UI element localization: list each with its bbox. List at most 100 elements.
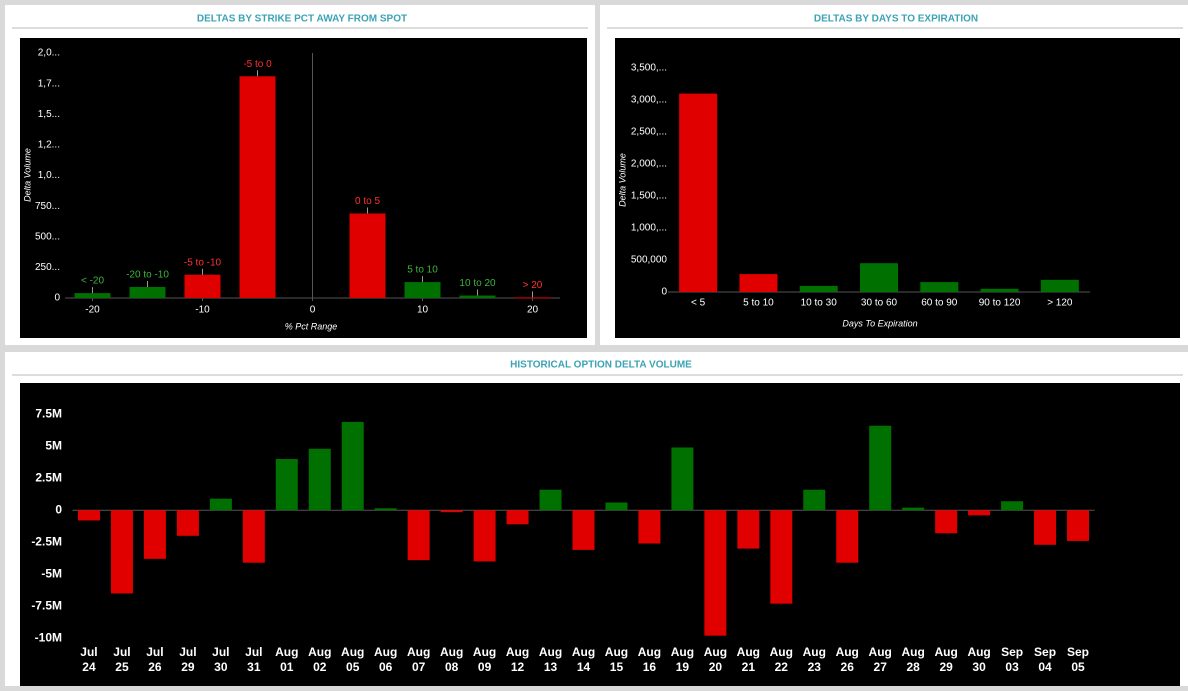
x-tick-label: Jul [245,645,262,659]
bar-label: > 20 [523,280,543,291]
x-tick-label: 04 [1038,660,1052,674]
bar [514,297,551,299]
x-tick-label: Aug [539,645,562,659]
bar [679,93,718,292]
y-tick-label: 2,0... [38,48,60,59]
x-tick-label: 90 to 120 [979,298,1021,309]
x-tick-label: 0 [310,305,316,316]
y-tick-label: 0 [55,502,62,516]
y-tick-label: 1,000,... [631,223,667,234]
chart-title: DELTAS BY STRIKE PCT AWAY FROM SPOT [197,14,407,25]
x-tick-label: Jul [113,645,130,659]
x-tick-label: Aug [902,645,925,659]
x-tick-label: 09 [478,660,492,674]
bar [374,508,397,511]
bar-label: -5 to -10 [184,257,222,268]
x-tick-label: 26 [148,660,162,674]
y-tick-label: 2,000,... [631,159,667,170]
bar [506,510,529,525]
bar-label: < -20 [81,276,105,287]
bar [935,510,958,534]
x-tick-label: Aug [869,645,892,659]
bar [902,507,925,511]
bar [1067,510,1090,541]
y-tick-label: 3,500,... [631,63,667,74]
x-tick-label: 10 [417,305,429,316]
bar [459,295,496,298]
bar [473,510,496,562]
x-tick-label: Aug [506,645,529,659]
plot-bg [20,383,1180,686]
bar [638,510,661,544]
x-tick-label: 06 [379,660,393,674]
x-tick-label: 24 [82,660,96,674]
x-tick-label: Sep [1067,645,1089,659]
bar [110,510,133,594]
y-tick-label: 7.5M [35,406,62,420]
x-tick-label: 13 [544,660,558,674]
x-tick-label: 05 [346,660,360,674]
x-tick-label: 05 [1071,660,1085,674]
bar [77,510,100,521]
x-tick-label: 31 [247,660,261,674]
x-tick-label: Jul [212,645,229,659]
bar [209,498,232,511]
y-tick-label: 1,5... [38,109,60,120]
x-tick-label: Sep [1001,645,1023,659]
x-tick-label: Aug [737,645,760,659]
bar [920,282,959,292]
x-tick-label: Aug [275,645,298,659]
y-tick-label: 3,000,... [631,95,667,106]
bar [184,274,221,298]
y-tick-label: 750... [35,201,60,212]
x-tick-label: 25 [115,660,129,674]
bar [341,421,364,511]
x-tick-label: 30 [972,660,986,674]
bar [440,510,463,513]
bar [404,282,441,298]
x-tick-label: 29 [181,660,195,674]
x-tick-label: 02 [313,660,327,674]
x-tick-label: Aug [671,645,694,659]
bar [176,510,199,536]
chart-title: HISTORICAL OPTION DELTA VOLUME [510,360,692,371]
y-tick-label: 250... [35,262,60,273]
bar-label: -5 to 0 [243,59,272,70]
x-tick-label: 08 [445,660,459,674]
y-tick-label: 2,500,... [631,127,667,138]
y-axis-label: Delta Volume [617,153,627,207]
bar-label: 10 to 20 [459,278,496,289]
bar [349,213,386,298]
bar [143,510,166,559]
bar [572,510,595,550]
x-axis-label: % Pct Range [285,321,338,331]
x-tick-label: > 120 [1047,298,1073,309]
chart-title: DELTAS BY DAYS TO EXPIRATION [814,14,978,25]
x-tick-label: Aug [605,645,628,659]
y-tick-label: 1,2... [38,140,60,151]
x-tick-label: Aug [967,645,990,659]
x-tick-label: 20 [709,660,723,674]
bar [737,510,760,549]
x-tick-label: 26 [841,660,855,674]
bar [836,510,859,563]
x-tick-label: -20 [85,305,100,316]
y-tick-label: -7.5M [31,598,62,612]
x-axis-label: Days To Expiration [842,318,917,328]
bar [242,510,265,563]
y-tick-label: 2.5M [35,470,62,484]
x-tick-label: Aug [803,645,826,659]
bar-label: 0 to 5 [355,196,380,207]
x-tick-label: 15 [610,660,624,674]
x-tick-label: 60 to 90 [921,298,958,309]
bar [539,489,562,511]
x-tick-label: Jul [146,645,163,659]
y-tick-label: 1,500,... [631,191,667,202]
x-tick-label: Sep [1034,645,1056,659]
bar [860,263,898,292]
x-tick-label: -10 [195,305,210,316]
x-tick-label: 27 [874,660,888,674]
x-tick-label: 10 to 30 [801,298,838,309]
x-tick-label: Aug [407,645,430,659]
